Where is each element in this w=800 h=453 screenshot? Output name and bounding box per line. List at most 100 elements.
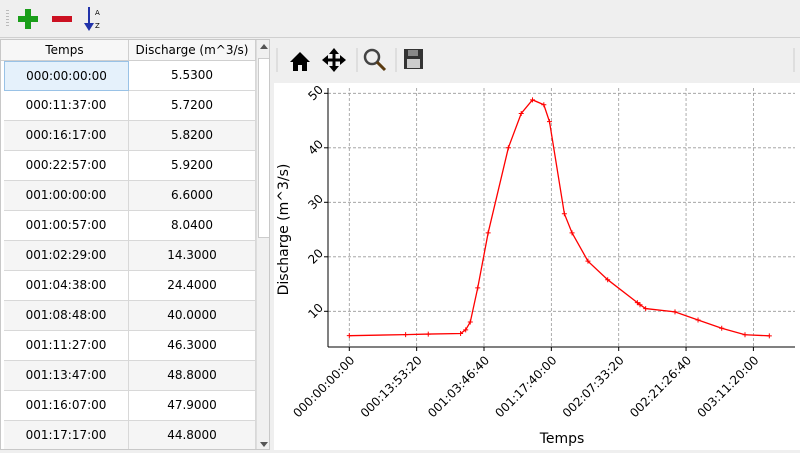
remove-row-button[interactable]	[50, 6, 74, 32]
y-tick-label: 50	[305, 83, 326, 103]
plus-icon	[18, 9, 38, 29]
cell-temps[interactable]: 000:22:57:00	[4, 151, 129, 181]
cell-discharge[interactable]: 24.4000	[129, 271, 256, 301]
x-tick-label: 001:17:40:00	[492, 353, 559, 420]
data-point	[719, 325, 725, 331]
column-header-temps[interactable]: Temps	[1, 40, 129, 61]
cell-discharge[interactable]: 5.7200	[129, 91, 256, 121]
toolbar-grip[interactable]	[6, 10, 9, 28]
scroll-down-icon[interactable]	[260, 442, 268, 447]
cell-discharge[interactable]: 5.9200	[129, 151, 256, 181]
cell-discharge[interactable]: 40.0000	[129, 301, 256, 331]
data-point	[766, 333, 772, 339]
cell-discharge[interactable]: 46.3000	[129, 331, 256, 361]
cell-discharge[interactable]: 14.3000	[129, 241, 256, 271]
data-point	[546, 119, 552, 125]
table-row[interactable]: 001:00:57:00 8.0400	[4, 211, 256, 241]
cell-temps[interactable]: 000:16:17:00	[4, 121, 129, 151]
data-point	[605, 277, 611, 283]
add-row-button[interactable]	[16, 6, 40, 32]
y-tick-label: 30	[305, 192, 326, 213]
x-tick-label: 000:00:00:00	[290, 353, 357, 420]
save-icon[interactable]	[404, 49, 423, 69]
y-tick-label: 10	[305, 301, 326, 322]
column-header-discharge[interactable]: Discharge (m^3/s)	[129, 40, 256, 61]
cell-temps[interactable]: 001:02:29:00	[4, 241, 129, 271]
data-point	[346, 333, 352, 339]
table-row[interactable]: 001:04:38:00 24.4000	[4, 271, 256, 301]
data-point	[518, 110, 524, 116]
zoom-icon[interactable]	[363, 48, 387, 72]
cell-temps[interactable]: 000:11:37:00	[4, 91, 129, 121]
x-tick-label: 003:11:20:00	[694, 353, 761, 420]
data-point	[485, 230, 491, 236]
cell-discharge[interactable]: 48.8000	[129, 361, 256, 391]
table-row[interactable]: 001:16:07:00 47.9000	[4, 391, 256, 421]
data-point	[742, 332, 748, 338]
x-tick-label: 002:07:33:20	[560, 353, 627, 420]
x-tick-label: 001:03:46:40	[425, 353, 492, 420]
data-table: Temps Discharge (m^3/s) 000:00:00:00 5.53…	[0, 39, 270, 450]
sort-a-z-icon: AZ	[84, 7, 100, 31]
vertical-scrollbar[interactable]	[256, 40, 269, 449]
plot-canvas[interactable]: 10 20 30 40 50 000:00:00:00 000:13:53:20 001:03…	[274, 83, 800, 450]
cell-discharge[interactable]: 8.0400	[129, 211, 256, 241]
data-point	[561, 211, 567, 217]
pan-icon[interactable]	[322, 48, 346, 72]
table-row[interactable]: 000:16:17:00 5.8200	[4, 121, 256, 151]
svg-text:A: A	[95, 9, 100, 17]
table-row[interactable]: 001:08:48:00 40.0000	[4, 301, 256, 331]
minus-icon	[52, 16, 72, 22]
data-point	[458, 331, 464, 337]
cell-temps[interactable]: 001:00:57:00	[4, 211, 129, 241]
x-tick-label: 000:13:53:20	[358, 353, 425, 420]
cell-discharge[interactable]: 5.8200	[129, 121, 256, 151]
data-point	[585, 258, 591, 264]
scrollbar-thumb[interactable]	[258, 58, 269, 238]
cell-temps[interactable]: 001:00:00:00	[4, 181, 129, 211]
cell-temps[interactable]: 001:08:48:00	[4, 301, 129, 331]
table-row[interactable]: 000:11:37:00 5.7200	[4, 91, 256, 121]
cell-discharge[interactable]: 6.6000	[129, 181, 256, 211]
plot-toolbar	[274, 40, 800, 82]
y-axis-label: Discharge (m^3/s)	[276, 164, 292, 296]
x-axis-label: Temps	[539, 431, 585, 447]
data-point	[403, 332, 409, 338]
data-point	[463, 327, 469, 333]
x-tick-label: 002:21:26:40	[627, 353, 694, 420]
data-point	[541, 102, 547, 108]
data-point	[637, 302, 643, 308]
table-row[interactable]: 001:00:00:00 6.6000	[4, 181, 256, 211]
cell-discharge[interactable]: 47.9000	[129, 391, 256, 421]
scroll-up-icon[interactable]	[260, 44, 268, 49]
table-row[interactable]: 001:13:47:00 48.8000	[4, 361, 256, 391]
cell-temps[interactable]: 001:16:07:00	[4, 391, 129, 421]
home-icon[interactable]	[290, 52, 310, 71]
y-tick-label: 20	[305, 246, 326, 267]
table-row[interactable]: 000:22:57:00 5.9200	[4, 151, 256, 181]
cell-temps[interactable]: 001:13:47:00	[4, 361, 129, 391]
data-point	[643, 306, 649, 312]
cell-temps[interactable]: 001:04:38:00	[4, 271, 129, 301]
data-point	[634, 300, 640, 306]
cell-temps[interactable]: 000:00:00:00	[4, 61, 129, 91]
cell-discharge[interactable]: 44.8000	[129, 421, 256, 449]
table-row[interactable]: 001:02:29:00 14.3000	[4, 241, 256, 271]
discharge-chart: 10 20 30 40 50 000:00:00:00 000:13:53:20 001:03…	[276, 83, 795, 447]
table-row[interactable]: 000:00:00:00 5.5300	[4, 61, 256, 91]
table-row[interactable]: 001:11:27:00 46.3000	[4, 331, 256, 361]
data-point	[425, 331, 431, 337]
data-point	[530, 97, 536, 103]
data-point	[569, 230, 575, 236]
cell-temps[interactable]: 001:11:27:00	[4, 331, 129, 361]
cell-temps[interactable]: 001:17:17:00	[4, 421, 129, 449]
svg-text:Z: Z	[95, 22, 100, 30]
table-row[interactable]: 001:17:17:00 44.8000	[4, 421, 256, 449]
series-line	[349, 99, 770, 337]
data-point	[505, 145, 511, 151]
cell-discharge[interactable]: 5.5300	[129, 61, 256, 91]
data-point	[695, 317, 701, 323]
data-point	[467, 319, 473, 325]
